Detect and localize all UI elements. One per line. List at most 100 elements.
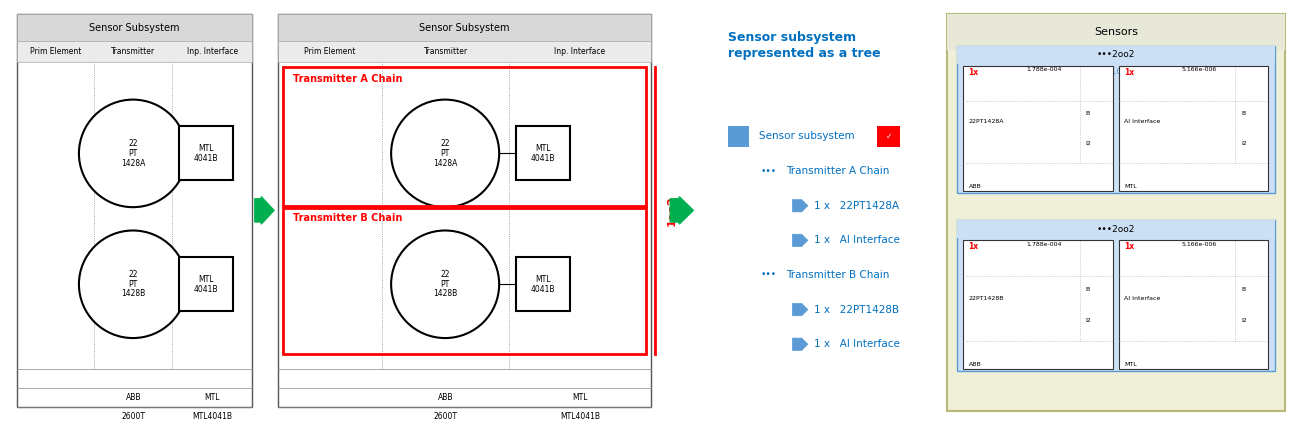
Bar (946, 14, 1285, 411)
Text: l2: l2 (1085, 141, 1092, 146)
FancyArrow shape (255, 197, 275, 224)
Bar (278, 14, 651, 407)
Bar (1119, 240, 1268, 369)
Bar (946, 14, 1285, 50)
Polygon shape (793, 234, 808, 246)
Text: MTL: MTL (572, 393, 588, 402)
Bar (284, 67, 646, 206)
Text: 1x: 1x (968, 242, 978, 252)
Text: 5.166e-006: 5.166e-006 (1182, 242, 1217, 247)
Bar (728, 126, 749, 147)
Bar (963, 65, 1112, 190)
Bar (956, 46, 1275, 193)
Bar (963, 240, 1112, 369)
Polygon shape (793, 200, 808, 212)
Text: l2: l2 (1241, 317, 1248, 323)
Text: B: B (1241, 287, 1245, 292)
Text: ABB: ABB (968, 363, 981, 368)
Bar (278, 42, 651, 62)
Text: MTL
4041B: MTL 4041B (193, 275, 218, 294)
Ellipse shape (79, 99, 187, 207)
Bar (17, 42, 253, 62)
Text: 5.166e-006: 5.166e-006 (1182, 67, 1217, 72)
Text: 22
PT
1428A: 22 PT 1428A (121, 139, 146, 167)
Text: B: B (1241, 110, 1245, 116)
Text: Transmitter: Transmitter (424, 47, 468, 56)
Text: l2: l2 (1085, 317, 1092, 323)
Text: 1 x   AI Interface: 1 x AI Interface (815, 235, 900, 245)
Text: Transmitter A Chain: Transmitter A Chain (294, 74, 403, 84)
Text: Sensor subsystem
represented as a tree: Sensor subsystem represented as a tree (728, 31, 880, 60)
Text: 22PT1428B: 22PT1428B (968, 296, 1004, 301)
Bar (278, 14, 651, 42)
Ellipse shape (391, 99, 499, 207)
Text: 1.788e-004: 1.788e-004 (1026, 242, 1062, 247)
Text: 22PT1428A: 22PT1428A (968, 119, 1004, 125)
Text: 1 x   AI Interface: 1 x AI Interface (815, 339, 900, 349)
Text: B: B (1085, 110, 1090, 116)
Text: 2600T: 2600T (121, 412, 146, 421)
Text: 1 x   22PT1428A: 1 x 22PT1428A (815, 201, 900, 211)
Text: ABB: ABB (968, 184, 981, 189)
Bar (516, 127, 570, 180)
Text: 1x: 1x (1124, 68, 1134, 77)
Text: Transmitter B Chain: Transmitter B Chain (786, 270, 889, 280)
Polygon shape (793, 338, 808, 350)
Text: Inp. Interface: Inp. Interface (554, 47, 606, 56)
Text: Sensor Subsystem: Sensor Subsystem (419, 23, 509, 33)
Text: Sensor Subsystem: Sensor Subsystem (89, 23, 179, 33)
Text: l2: l2 (1241, 141, 1248, 146)
Text: AI Interface: AI Interface (1124, 296, 1160, 301)
Text: 22
PT
1428A: 22 PT 1428A (433, 139, 458, 167)
Text: Sensor subsystem: Sensor subsystem (759, 131, 855, 142)
Text: Inp. Interface: Inp. Interface (187, 47, 237, 56)
Text: 22
PT
1428B: 22 PT 1428B (433, 270, 458, 298)
Text: AI Interface: AI Interface (1124, 119, 1160, 125)
Text: Transmitter A Chain: Transmitter A Chain (786, 166, 889, 176)
Text: MTL: MTL (1124, 184, 1137, 189)
Bar (878, 126, 900, 147)
Bar (284, 208, 646, 354)
Text: Prim Element: Prim Element (30, 47, 81, 56)
Text: •••2oo2: •••2oo2 (1097, 225, 1136, 234)
Bar (956, 221, 1275, 371)
Text: MTL4041B: MTL4041B (559, 412, 601, 421)
Text: •••: ••• (761, 270, 776, 280)
Bar (516, 258, 570, 311)
FancyArrow shape (670, 197, 693, 224)
Text: Transmitter: Transmitter (111, 47, 156, 56)
Text: ■ 1oo2: ■ 1oo2 (1098, 66, 1134, 76)
Bar (956, 46, 1275, 64)
Polygon shape (793, 303, 808, 316)
Bar (956, 221, 1275, 238)
Text: MTL
4041B: MTL 4041B (530, 275, 554, 294)
Bar (179, 258, 232, 311)
Text: ABB: ABB (125, 393, 141, 402)
Text: 1 x   22PT1428B: 1 x 22PT1428B (815, 305, 900, 314)
Ellipse shape (391, 230, 499, 338)
Text: 1oo2: 1oo2 (666, 195, 677, 226)
Text: •••: ••• (761, 167, 776, 176)
Text: MTL
4041B: MTL 4041B (193, 144, 218, 163)
Text: MTL: MTL (1124, 363, 1137, 368)
Text: MTL: MTL (205, 393, 220, 402)
Text: Sensors: Sensors (1094, 27, 1138, 37)
Text: ✓: ✓ (886, 132, 892, 141)
Bar (179, 127, 232, 180)
Text: 1.788e-004: 1.788e-004 (1026, 67, 1062, 72)
Text: 1x: 1x (968, 68, 978, 77)
Text: 2600T: 2600T (434, 412, 458, 421)
Bar (17, 14, 253, 407)
Text: 1x: 1x (1124, 242, 1134, 252)
Bar (17, 14, 253, 42)
Text: •••2oo2: •••2oo2 (1097, 50, 1136, 59)
Text: Prim Element: Prim Element (304, 47, 356, 56)
Text: Transmitter B Chain: Transmitter B Chain (294, 213, 402, 224)
Text: ABB: ABB (438, 393, 454, 402)
Text: B: B (1085, 287, 1090, 292)
Text: 22
PT
1428B: 22 PT 1428B (121, 270, 146, 298)
Text: MTL
4041B: MTL 4041B (530, 144, 554, 163)
Text: MTL4041B: MTL4041B (192, 412, 232, 421)
Bar (1119, 65, 1268, 190)
Ellipse shape (79, 230, 187, 338)
